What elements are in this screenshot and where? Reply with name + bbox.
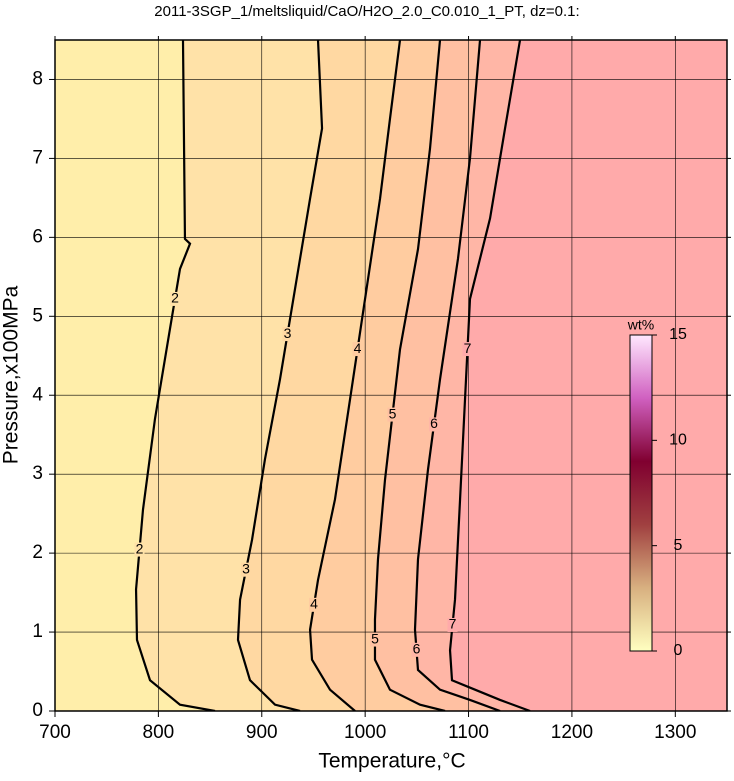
contour-line	[373, 40, 446, 711]
x-tick-label: 1200	[551, 722, 593, 743]
y-tick-label: 2	[32, 542, 43, 563]
y-tick-label: 1	[32, 621, 43, 642]
contour-label-bg	[309, 597, 320, 612]
contour-label: 2	[171, 290, 179, 306]
x-tick-label: 1300	[654, 722, 696, 743]
contour-label-bg	[369, 632, 380, 647]
contour-label-bg	[282, 327, 293, 342]
colorbar-tick-label: 0	[674, 642, 683, 659]
y-tick-label: 7	[32, 147, 43, 168]
contour-label: 6	[430, 415, 438, 431]
chart-title: 2011-3SGP_1/meltsliquid/CaO/H2O_2.0_C0.0…	[154, 3, 579, 20]
contour-line	[308, 40, 402, 711]
colorbar-tick-label: 10	[669, 432, 687, 449]
contour-label-bg	[447, 617, 458, 632]
x-tick-label: 1000	[344, 722, 386, 743]
contour-label-bg	[241, 562, 252, 577]
band-fill	[450, 40, 727, 711]
colorbar-tick-label: 15	[669, 326, 687, 343]
x-axis-label: Temperature,°C	[318, 750, 465, 773]
contour-label-bg	[411, 642, 422, 657]
contour-line	[448, 40, 531, 711]
y-tick-label: 5	[32, 305, 43, 326]
plot-frame	[54, 39, 728, 712]
colorbar-label: wt%	[627, 317, 654, 333]
contour-label-bg	[462, 342, 473, 357]
x-tick-label: 700	[39, 722, 71, 743]
colorbar-tick-label: 5	[674, 537, 683, 554]
y-tick-label: 0	[32, 700, 43, 721]
x-tick-label: 800	[143, 722, 175, 743]
contour-label-bg	[134, 542, 145, 557]
contour-label: 6	[413, 641, 421, 657]
contour-line	[413, 40, 501, 711]
contour-label: 4	[310, 596, 318, 612]
contour-label: 2	[136, 540, 144, 556]
contour-label: 5	[371, 630, 379, 646]
x-tick-label: 1100	[448, 722, 489, 743]
contour-label-bg	[352, 342, 363, 357]
contour-line	[236, 40, 324, 711]
contour-label: 4	[354, 340, 362, 356]
colorbar	[629, 334, 653, 652]
y-tick-label: 3	[32, 463, 43, 484]
contour-label-bg	[169, 291, 180, 306]
x-tick-label: 900	[246, 722, 278, 743]
y-axis-label: Pressure,x100MPa	[0, 285, 23, 464]
contour-label: 5	[389, 405, 397, 421]
y-tick-label: 4	[32, 384, 43, 405]
y-tick-label: 6	[32, 226, 43, 247]
contour-label: 3	[284, 325, 292, 341]
contour-line	[134, 40, 216, 711]
y-tick-label: 8	[32, 68, 43, 89]
contour-label-bg	[429, 417, 440, 432]
contour-label: 7	[449, 616, 457, 632]
contour-label-bg	[387, 407, 398, 422]
contour-label: 7	[464, 340, 472, 356]
contour-label: 3	[242, 560, 250, 576]
